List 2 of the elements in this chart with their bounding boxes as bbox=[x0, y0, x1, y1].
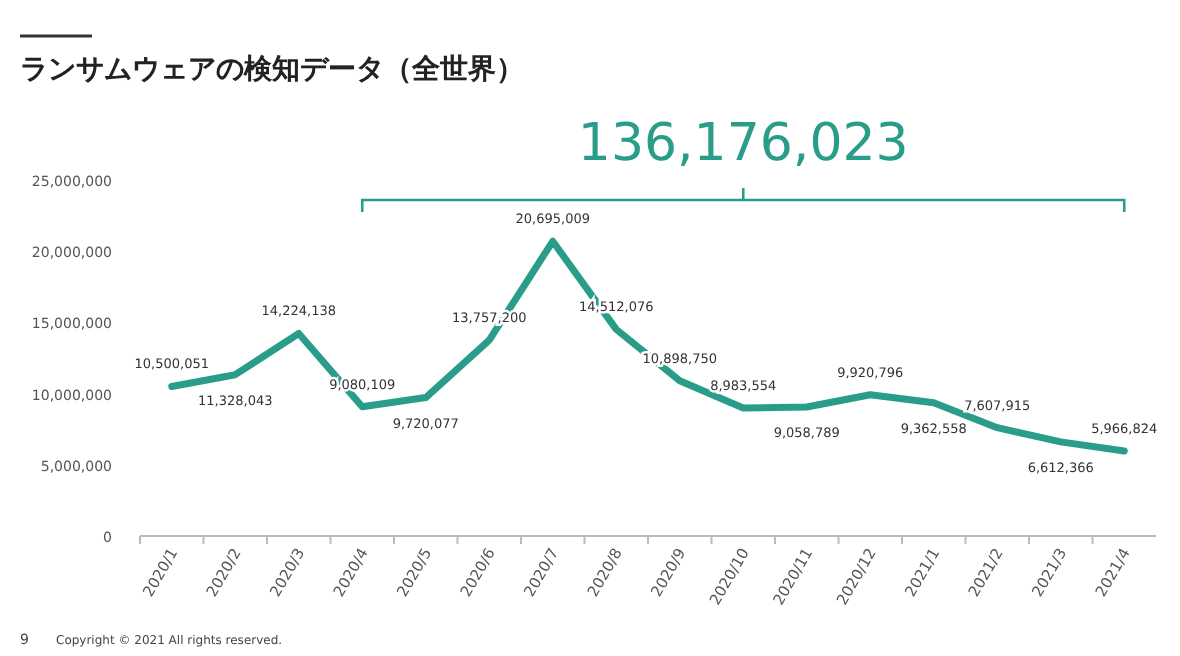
chart-title: ランサムウェアの検知データ（全世界） bbox=[20, 54, 524, 86]
text: 136,176,023 bbox=[577, 114, 909, 174]
